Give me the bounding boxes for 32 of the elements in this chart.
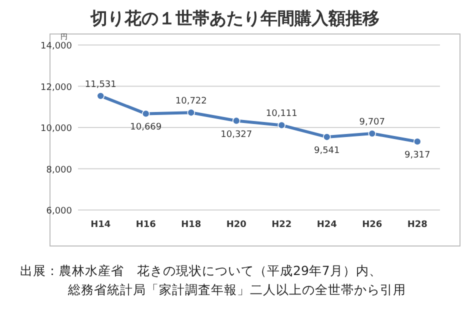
x-tick-label: H28: [407, 220, 428, 230]
data-label: 11,531: [84, 80, 116, 90]
data-label: 10,669: [130, 122, 162, 133]
y-tick-label: 8,000: [46, 165, 72, 176]
text: 総務省統計局「家計調査年報」二人以上の全世帯から引用: [67, 282, 406, 297]
x-tick-label: H22: [272, 220, 292, 230]
point: [322, 133, 331, 141]
data-label: 9,541: [314, 146, 340, 156]
x-tick-label: H26: [362, 220, 382, 230]
data-label: 10,327: [220, 130, 252, 140]
y-tick-label: 6,000: [46, 206, 72, 216]
data-label: 9,317: [404, 150, 430, 161]
x-tick-label: H16: [136, 220, 156, 230]
data-label: 10,722: [175, 96, 207, 107]
y-tick-label: 12,000: [40, 82, 72, 93]
point: [96, 92, 105, 100]
chart-title: 切り花の１世帯あたり年間購入額推移: [90, 9, 380, 29]
y-tick-label: 14,000: [40, 42, 72, 52]
point: [278, 121, 286, 130]
x-tick-label: H14: [90, 220, 111, 230]
point: [368, 130, 376, 138]
point: [142, 110, 150, 118]
point: [187, 108, 196, 117]
x-tick-label: H24: [316, 220, 337, 230]
x-tick-label: H20: [226, 220, 246, 230]
point: [232, 116, 240, 125]
x-tick-label: H18: [181, 220, 202, 230]
text: 出展：農林水産省 花きの現状について（平成29年7月）内、: [20, 263, 382, 278]
y-tick-label: 10,000: [40, 124, 72, 134]
data-label: 9,707: [359, 118, 386, 128]
data-label: 10,111: [266, 109, 298, 120]
point: [413, 138, 422, 146]
